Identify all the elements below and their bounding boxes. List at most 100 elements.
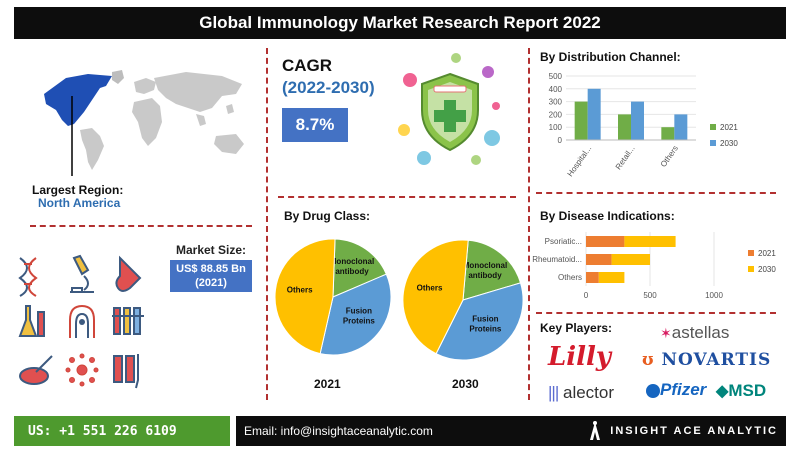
distribution-bar-chart: 0 100 200 300 400 500 Hospital... Retail... Othe… — [549, 72, 739, 178]
pie-2030-year: 2030 — [452, 377, 479, 391]
logo-alector: ||| alector — [548, 383, 615, 402]
market-size-label: Market Size: — [175, 243, 247, 257]
divider-right — [528, 48, 530, 400]
syringe-vials-icon — [113, 354, 139, 389]
cagr-period: (2022-2030) — [282, 78, 375, 97]
divider-right-h1 — [536, 192, 776, 194]
y-tick-label: Others — [558, 273, 582, 282]
legend-swatch — [710, 140, 716, 146]
pie-slice-label: Monoclonal antibody — [330, 257, 374, 276]
world-map-icon — [44, 70, 244, 176]
bar-2021 — [661, 127, 675, 140]
page-title: Global Immunology Market Research Report… — [14, 7, 786, 39]
pfizer-pill-icon — [646, 383, 660, 398]
x-tick-label: Hospital... — [566, 144, 594, 178]
astellas-star-icon: ✶ — [660, 325, 672, 341]
footer-brand: INSIGHT ACE ANALYTIC — [588, 416, 778, 446]
bar-2021 — [574, 101, 588, 140]
test-tubes-rack-icon — [112, 307, 144, 335]
pie-slice-label: Fusion Proteins — [469, 315, 502, 334]
logo-msd: ◆MSD — [716, 381, 767, 400]
legend-label: 2030 — [758, 265, 776, 274]
key-players-title: Key Players: — [540, 321, 613, 335]
pie-slice — [462, 239, 522, 301]
footer-brand-name: INSIGHT ACE ANALYTIC — [610, 425, 778, 437]
petri-dish-icon — [19, 355, 53, 385]
cells-icon — [65, 353, 99, 387]
msd-diamond-icon: ◆ — [716, 383, 729, 400]
legend-swatch — [748, 250, 754, 256]
bar-2021 — [586, 236, 625, 247]
bar-2021 — [586, 254, 612, 265]
bar-2030 — [624, 236, 676, 247]
market-size-box: US$ 88.85 Bn (2021) — [170, 260, 252, 292]
footer-email[interactable]: Email: info@insightaceanalytic.com — [244, 424, 433, 438]
footer-phone[interactable]: US: +1 551 226 6109 — [14, 416, 230, 446]
cagr-title: CAGR — [282, 56, 333, 75]
bar-2030 — [587, 88, 601, 140]
x-tick-label: 1000 — [705, 291, 723, 300]
y-tick-label: 500 — [549, 72, 563, 81]
pie-slice — [332, 238, 387, 298]
bar-2030 — [611, 254, 650, 265]
market-size-year: (2021) — [195, 277, 227, 289]
divider-left — [266, 48, 268, 400]
disease-bar-chart: 0 500 1000 Psoriatic... Rheumatoid... Others 2… — [532, 232, 776, 300]
logo-novartis: ʊ NOVARTIS — [642, 350, 772, 370]
pie-slice-label: Others — [417, 284, 443, 293]
x-tick-label: 0 — [584, 291, 589, 300]
cagr-value: 8.7% — [282, 108, 348, 142]
footer-bar: Email: info@insightaceanalytic.com INSIG… — [236, 416, 786, 446]
virus-person-icon — [69, 304, 95, 338]
legend-label: 2030 — [720, 139, 738, 148]
disease-title: By Disease Indications: — [540, 209, 675, 223]
y-tick-label: 300 — [549, 98, 563, 107]
pie-slice — [402, 239, 469, 355]
pie-slice-label: Others — [287, 286, 313, 295]
pie-chart-2021: Monoclonal antibody Fusion Proteins Others — [274, 238, 392, 356]
bar-2021 — [618, 114, 631, 140]
pie-2021-year: 2021 — [314, 377, 341, 391]
x-tick-label: Retail... — [614, 144, 637, 171]
dna-icon — [18, 257, 38, 297]
legend-swatch — [710, 124, 716, 130]
y-tick-label: Rheumatoid... — [532, 255, 582, 264]
x-tick-label: Others — [659, 144, 680, 169]
pie-slice — [435, 282, 524, 361]
immunity-shield-icon — [398, 53, 500, 165]
logo-pfizer: Pfizer — [646, 380, 706, 400]
legend-swatch — [748, 266, 754, 272]
pie-slice-label: Monoclonal antibody — [463, 261, 507, 280]
y-tick-label: 200 — [549, 110, 563, 119]
novartis-flame-icon: ʊ — [642, 350, 655, 370]
bar-2030 — [631, 101, 644, 140]
flask-icon — [18, 305, 45, 337]
market-size-value: US$ 88.85 Bn — [176, 263, 246, 275]
icon-grid — [18, 254, 144, 389]
divider-mid-h — [278, 196, 516, 198]
logo-lilly: Lilly — [548, 342, 612, 372]
legend-label: 2021 — [758, 249, 776, 258]
distribution-title: By Distribution Channel: — [540, 50, 681, 64]
microscope-icon — [70, 254, 94, 293]
y-tick-label: 100 — [549, 123, 563, 132]
x-tick-label: 500 — [643, 291, 657, 300]
logo-astellas: ✶astellas — [660, 323, 730, 342]
pie-slice — [274, 238, 336, 355]
y-tick-label: 400 — [549, 85, 563, 94]
divider-right-h2 — [536, 312, 776, 314]
y-tick-label: 0 — [558, 136, 563, 145]
bar-2030 — [674, 114, 688, 140]
alector-bars-icon: ||| — [548, 383, 559, 402]
pie-slice-label: Fusion Proteins — [343, 307, 376, 326]
insight-ace-logo-icon — [590, 421, 601, 440]
largest-region-label: Largest Region: — [32, 183, 124, 197]
test-tube-icon — [115, 255, 142, 292]
y-tick-label: Psoriatic... — [545, 237, 582, 246]
drug-class-title: By Drug Class: — [284, 209, 371, 223]
divider-left-h — [30, 225, 252, 227]
pie-slice — [319, 273, 392, 356]
legend-label: 2021 — [720, 123, 738, 132]
bar-2030 — [598, 272, 625, 283]
bar-2021 — [586, 272, 599, 283]
